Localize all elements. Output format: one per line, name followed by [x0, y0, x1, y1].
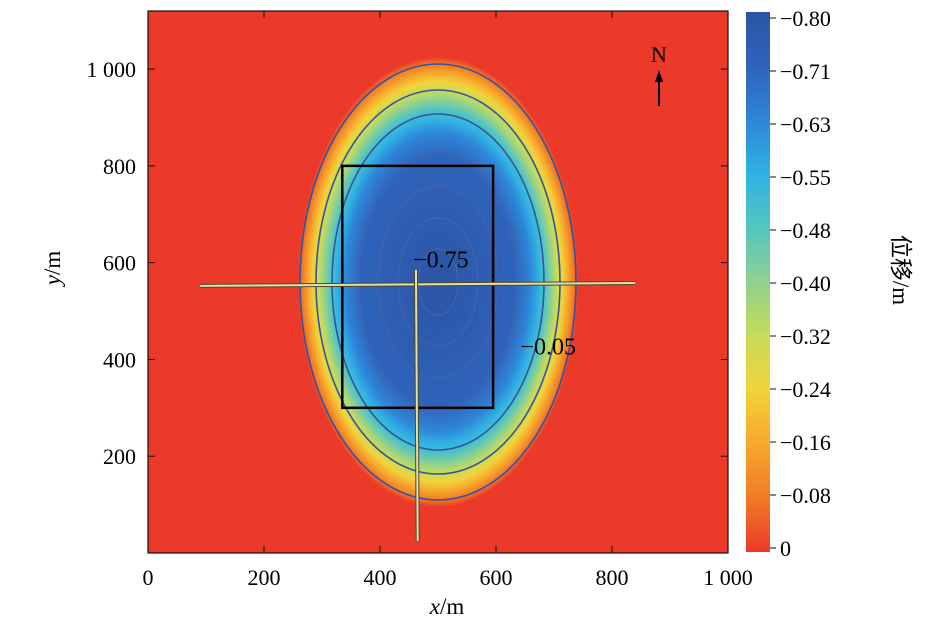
colorbar-ticks: −0.80 −0.71 −0.63 −0.55 −0.48 −0.40 −0.32 −0.24… [770, 6, 831, 561]
y-tick-label: 1 000 [87, 57, 137, 82]
colorbar-tick-label: −0.24 [780, 377, 831, 402]
x-axis-unit: /m [440, 594, 464, 619]
x-tick-label: 0 [143, 565, 154, 590]
y-tick-label: 600 [103, 251, 136, 276]
y-axis: 200 400 600 800 1 000 [87, 57, 728, 469]
colorbar-tick-label: −0.71 [780, 59, 831, 84]
north-arrow-head [655, 70, 663, 82]
contour-label: −0.05 [520, 335, 576, 361]
y-axis-label: y/m [40, 251, 65, 288]
survey-lines [200, 269, 636, 541]
contour-line [397, 217, 479, 347]
x-axis-label: x/m [429, 594, 465, 619]
colorbar-tick-label: −0.40 [780, 271, 831, 296]
north-arrow: N [651, 42, 667, 106]
x-tick-label: 600 [480, 565, 513, 590]
x-axis: 0 200 400 600 800 1 000 [143, 11, 753, 590]
x-tick-label: 800 [596, 565, 629, 590]
x-tick-label: 400 [364, 565, 397, 590]
contour-label: −0.75 [413, 247, 469, 273]
colorbar-tick-label: −0.48 [780, 218, 831, 243]
colorbar-tick-label: −0.55 [780, 165, 831, 190]
y-axis-var: y [40, 274, 65, 287]
x-axis-var: x [429, 594, 441, 619]
north-label: N [651, 42, 667, 67]
colorbar-tick-label: −0.32 [780, 324, 831, 349]
colorbar-tick-label: −0.80 [780, 6, 831, 31]
y-axis-unit: /m [40, 251, 65, 275]
survey-line-dip [414, 269, 419, 541]
colorbar-label: 位移/m [888, 235, 913, 305]
x-tick-label: 200 [248, 565, 281, 590]
colorbar-tick-label: 0 [780, 536, 791, 561]
y-tick-label: 200 [103, 444, 136, 469]
x-tick-label: 1 000 [703, 565, 753, 590]
colorbar [746, 12, 770, 552]
colorbar-tick-label: −0.63 [780, 112, 831, 137]
colorbar-tick-label: −0.08 [780, 483, 831, 508]
subsidence-bowl [298, 57, 578, 507]
plot-area [148, 11, 728, 553]
plot-frame [147, 10, 729, 554]
y-tick-label: 800 [103, 154, 136, 179]
y-tick-label: 400 [103, 347, 136, 372]
colorbar-tick-label: −0.16 [780, 430, 831, 455]
